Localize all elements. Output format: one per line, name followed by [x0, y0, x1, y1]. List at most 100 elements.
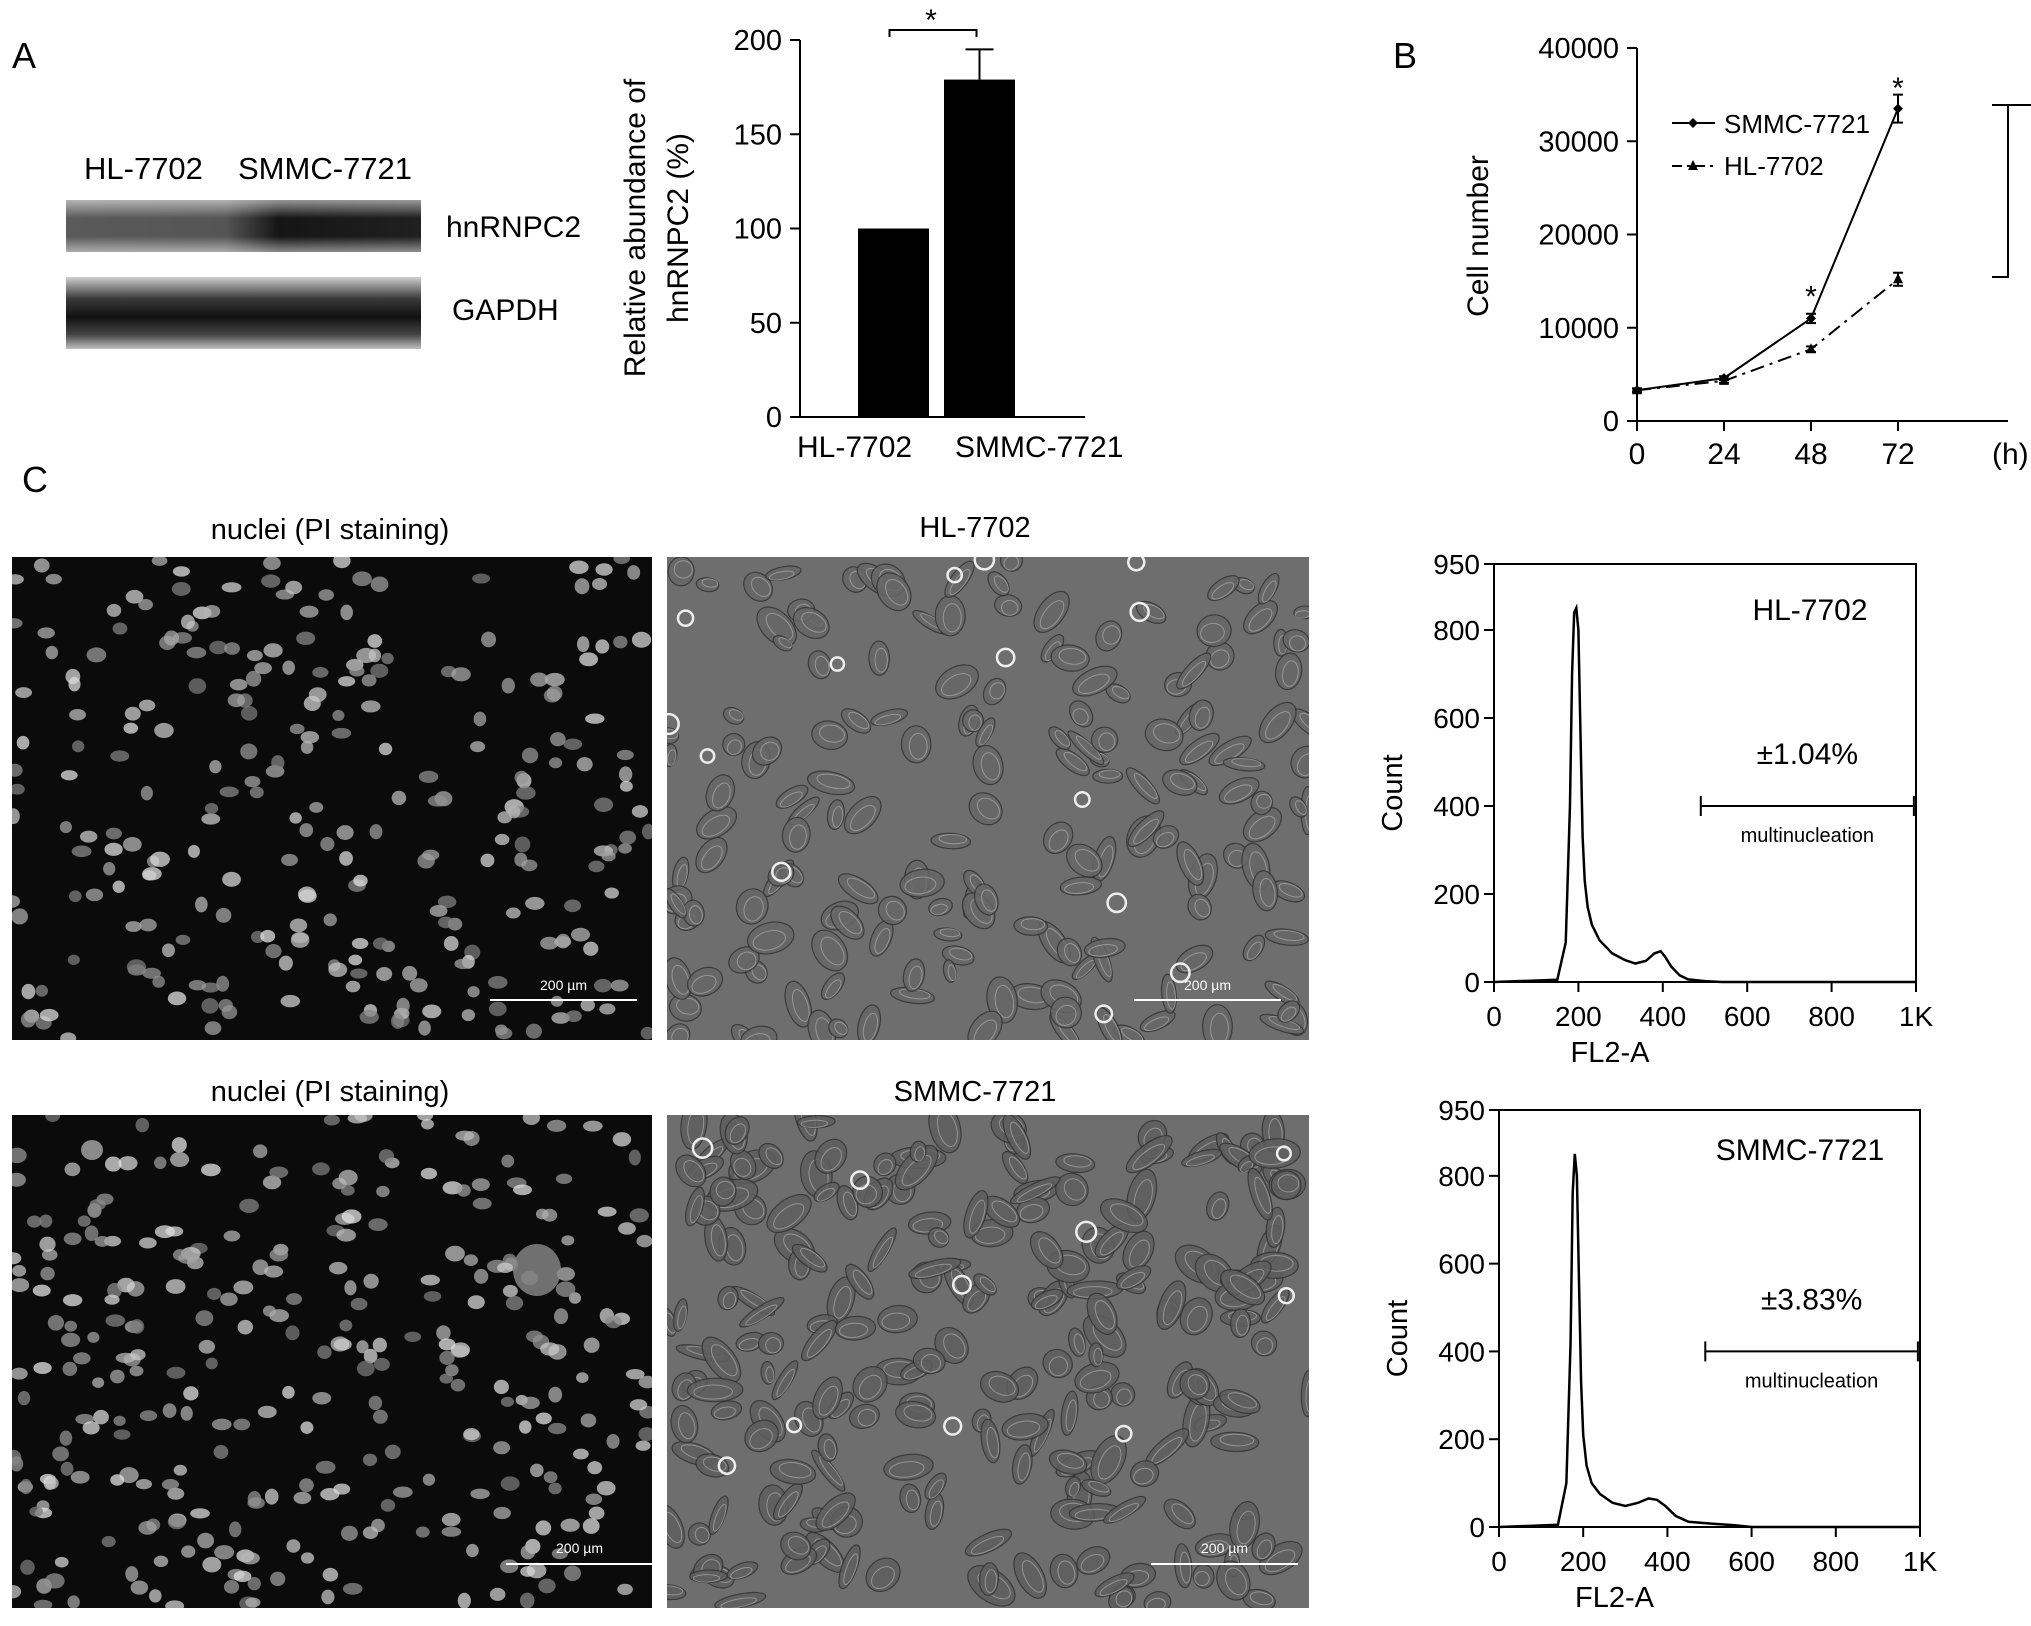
nucleus [315, 1460, 336, 1474]
cell-halo [791, 988, 810, 1022]
nucleus [59, 1430, 73, 1446]
cell [1130, 1460, 1160, 1487]
cell-halo [979, 724, 994, 746]
nucleus [41, 1249, 58, 1261]
cell-halo [1296, 753, 1309, 777]
cell-halo [1289, 635, 1307, 652]
cell-halo [920, 1353, 941, 1373]
nucleus [450, 1342, 471, 1358]
flow-xtick-label: 1K [1903, 1546, 1938, 1577]
cell [1222, 757, 1266, 772]
cell-halo [1265, 1296, 1286, 1321]
rounded-cell [1094, 1004, 1114, 1024]
nucleus [201, 1163, 221, 1177]
flow-ytick-label: 800 [1438, 1161, 1485, 1192]
nucleus [220, 1292, 238, 1306]
cell [1176, 841, 1205, 886]
lane-label-hl7702: HL-7702 [84, 151, 203, 186]
cell [1135, 600, 1167, 624]
cell [1139, 1010, 1176, 1033]
nucleus [223, 1230, 241, 1242]
cell-halo [1211, 582, 1235, 600]
nucleus [580, 998, 595, 1012]
nucleus [344, 1280, 357, 1296]
nucleus [280, 994, 301, 1008]
cell-halo [989, 682, 1006, 700]
cell-halo [1020, 918, 1046, 931]
nucleus [519, 1592, 535, 1608]
nucleus [139, 1410, 158, 1422]
nucleus [172, 1249, 188, 1261]
nucleus [67, 1595, 80, 1608]
nucleus [588, 1506, 605, 1520]
nucleus [513, 1184, 532, 1196]
rounded-cell [699, 748, 716, 764]
nucleus [163, 630, 180, 646]
cell-halo [929, 1500, 943, 1527]
cell-halo [1209, 649, 1230, 669]
nucleus [601, 851, 616, 862]
cell-halo [688, 905, 703, 925]
nucleus [153, 1555, 169, 1568]
cell-halo [765, 612, 794, 641]
nucleus [376, 966, 393, 981]
nucleus [271, 755, 285, 771]
nucleus [138, 1520, 157, 1535]
cell-halo [1259, 878, 1276, 907]
nucleus [520, 1396, 540, 1410]
nucleus [142, 870, 157, 881]
nucleus [107, 1282, 122, 1299]
nucleus [551, 1012, 570, 1024]
nucleus [556, 1267, 575, 1281]
nucleus [201, 813, 221, 825]
nucleus [32, 1284, 51, 1297]
cell-halo [934, 1230, 949, 1245]
nucleus [26, 1215, 42, 1228]
cell-halo [778, 1462, 812, 1479]
bar-ytick-label: 100 [734, 214, 782, 246]
cell-halo [993, 575, 1009, 593]
nucleus [571, 927, 591, 942]
nucleus [221, 1005, 238, 1020]
nucleus [135, 1478, 153, 1490]
rounded-cell [951, 1274, 972, 1295]
cell [675, 1154, 707, 1188]
nucleus [409, 978, 428, 993]
nucleus [502, 1284, 518, 1298]
cell-halo [745, 1304, 778, 1326]
nucleus [62, 1361, 78, 1377]
cell [843, 795, 882, 835]
nucleus [418, 770, 439, 783]
nucleus [203, 604, 221, 618]
nucleus [162, 943, 175, 958]
nucleus [338, 1169, 358, 1186]
nucleus [599, 1003, 616, 1015]
cell [837, 873, 879, 905]
nucleus [245, 1597, 261, 1608]
cell-halo [1295, 800, 1308, 815]
nucleus [187, 844, 200, 858]
nucleus [467, 1295, 485, 1310]
nucleus [86, 647, 107, 663]
cell [1258, 701, 1297, 744]
nucleus [188, 678, 207, 694]
nucleus [356, 1360, 375, 1377]
nucleus [576, 757, 593, 772]
nucleus [318, 589, 334, 601]
cell-halo [1102, 625, 1121, 645]
cell-halo [1166, 981, 1177, 1010]
nucleus [328, 1261, 348, 1275]
legend-marker-diamond [1688, 118, 1698, 128]
flow-xtick-label: 600 [1724, 1001, 1771, 1032]
cell [1067, 1327, 1086, 1357]
nucleus [505, 907, 521, 919]
nucleus [347, 1115, 368, 1124]
cell [751, 736, 783, 766]
nucleus [564, 899, 582, 913]
cell [689, 1569, 728, 1584]
cell-halo [986, 1426, 1000, 1459]
nucleus [438, 1338, 456, 1351]
histogram-sample-label: SMMC-7721 [1716, 1134, 1884, 1167]
cell-halo [1187, 1374, 1208, 1396]
nucleus [247, 1497, 265, 1509]
